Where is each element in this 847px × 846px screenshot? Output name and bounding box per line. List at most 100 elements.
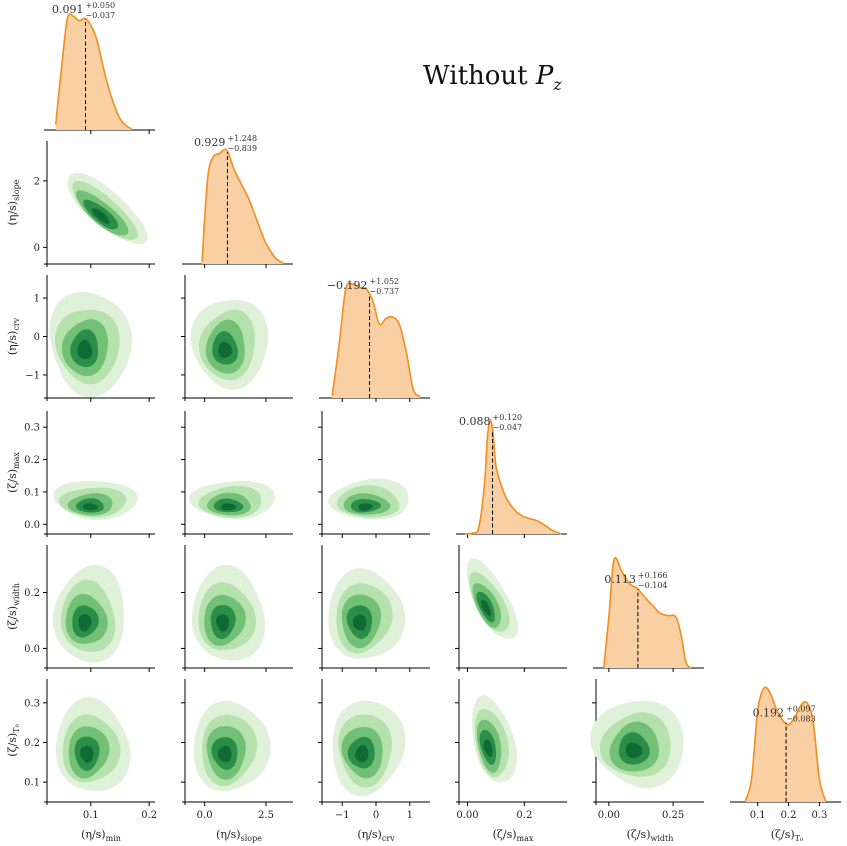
median-value-eta_min: 0.091 [52,3,84,16]
minus-error-eta_slope: −0.839 [227,144,257,153]
y-tick-label: 1 [34,294,40,305]
y-tick-label: 0.2 [24,738,40,749]
x-tick-label: 0.2 [781,810,797,821]
plus-error-zeta_width: +0.166 [638,571,668,580]
x-tick-label: 0.1 [750,810,766,821]
axes-2-0: −1 0 1 [25,275,155,402]
axes-4-1 [181,545,293,672]
axes-5-4: 0.00 0.25 [590,679,704,821]
y-tick-label: 0.2 [24,588,40,599]
x-axis-label-zeta_width: (ζ/s)width [627,828,674,843]
y-tick-label: 0.2 [24,455,40,466]
x-tick-label: −1 [335,810,350,821]
marginal-fill-eta_crv [332,283,420,398]
y-tick-label: 0.0 [24,520,40,531]
minus-error-zeta_max: −0.047 [493,423,523,432]
marginal-fill-zeta_max [464,420,562,534]
plus-error-eta_min: +0.050 [86,1,116,10]
marginal-line-zeta_max [464,419,562,535]
y-axis-label-eta_crv: (η/s)crv [6,317,21,355]
contour-level-5 [355,745,369,763]
contour-level-5 [216,614,230,632]
plus-error-eta_slope: +1.248 [227,134,257,143]
axes-2-1 [181,275,293,402]
median-value-eta_crv: −0.192 [327,279,368,292]
median-value-zeta_max: 0.088 [459,415,491,428]
axes-5-3: 0.00 0.2 [455,679,567,821]
y-tick-label: 0.1 [24,487,40,498]
figure-title: Without Pz [423,61,562,94]
median-value-eta_slope: 0.929 [194,136,226,149]
contour-level-5 [480,600,491,617]
axes-3-0: 0.0 0.1 0.2 0.3 [24,411,155,538]
axes-1-1: 0.929 +1.248−0.839 [182,134,293,268]
marginal-line-zeta_t0 [744,686,827,802]
axes-5-0: 0.1 0.2 0.1 0.2 0.3 [24,679,157,821]
marginal-fill-zeta_width [603,557,692,668]
contour-level-5 [220,503,237,511]
x-tick-label: 0.1 [83,810,99,821]
axes-2-2: −0.192 +1.052−0.737 [319,277,430,402]
y-tick-label: 0 [34,332,40,343]
axes-3-3: 0.088 +0.120−0.047 [456,413,567,538]
axes-4-4: 0.113 +0.166−0.104 [593,557,704,672]
x-tick-label: 0.25 [662,810,684,821]
contour-level-5 [483,739,493,757]
x-tick-label: 2.5 [258,810,274,821]
contour-level-5 [352,614,367,631]
y-tick-label: 0 [34,243,40,254]
axes-0-0: 0.091 +0.050−0.037 [44,1,155,134]
median-value-zeta_t0: 0.192 [753,707,785,720]
x-tick-label: 0.3 [811,810,827,821]
x-axis-label-eta_min: (η/s)min [81,828,121,843]
y-tick-label: 0.3 [24,698,40,709]
axes-3-2 [318,411,430,538]
x-tick-label: 0.00 [456,810,478,821]
x-tick-label: 0.0 [197,810,213,821]
contour-level-5 [91,208,110,224]
y-axis-label-eta_slope: (η/s)slope [6,179,21,225]
y-tick-label: −1 [25,370,40,381]
marginal-fill-zeta_t0 [745,687,826,802]
minus-error-zeta_t0: −0.083 [786,715,816,724]
median-value-zeta_width: 0.113 [604,573,636,586]
y-tick-label: 0.0 [24,644,40,655]
plus-error-zeta_max: +0.120 [493,413,523,422]
contour-level-5 [217,745,232,763]
axes-4-0: 0.0 0.2 [24,545,155,672]
axes-5-2: −1 0 1 [318,679,430,821]
contour-level-5 [77,340,93,360]
plus-error-eta_crv: +1.052 [370,277,400,286]
contour-level-5 [218,341,233,358]
x-tick-label: 1 [407,810,413,821]
y-axis-label-zeta_max: (ζ/s)max [6,452,21,493]
marginal-fill-eta_slope [202,149,284,264]
axes-4-3 [455,545,567,672]
contour-level-5 [82,503,98,511]
axes-5-1: 0.0 2.5 [181,679,293,821]
contour-level-5 [358,503,373,511]
x-tick-label: 0.2 [141,810,157,821]
marginal-line-eta_crv [331,282,421,398]
contour-level-5 [78,614,92,632]
contour-level-5 [80,745,94,763]
x-tick-label: 0.2 [516,810,532,821]
minus-error-eta_min: −0.037 [86,11,116,20]
marginal-line-eta_min [54,12,133,130]
x-axis-label-zeta_max: (ζ/s)max [493,828,534,843]
axes-4-2 [318,545,430,672]
plus-error-zeta_t0: +0.097 [786,705,816,714]
axes-3-1 [181,411,293,538]
marginal-line-eta_slope [201,148,284,264]
x-tick-label: 0 [373,810,379,821]
x-axis-label-eta_slope: (η/s)slope [216,828,262,843]
x-axis-label-zeta_t0: (ζ/s)T₀ [771,828,803,843]
minus-error-zeta_width: −0.104 [638,581,668,590]
y-tick-label: 0.3 [24,423,40,434]
contour-level-5 [625,742,643,759]
y-tick-label: 0.1 [24,778,40,789]
minus-error-eta_crv: −0.737 [370,287,400,296]
x-axis-label-eta_crv: (η/s)crv [357,828,395,843]
marginal-line-zeta_width [602,557,692,669]
